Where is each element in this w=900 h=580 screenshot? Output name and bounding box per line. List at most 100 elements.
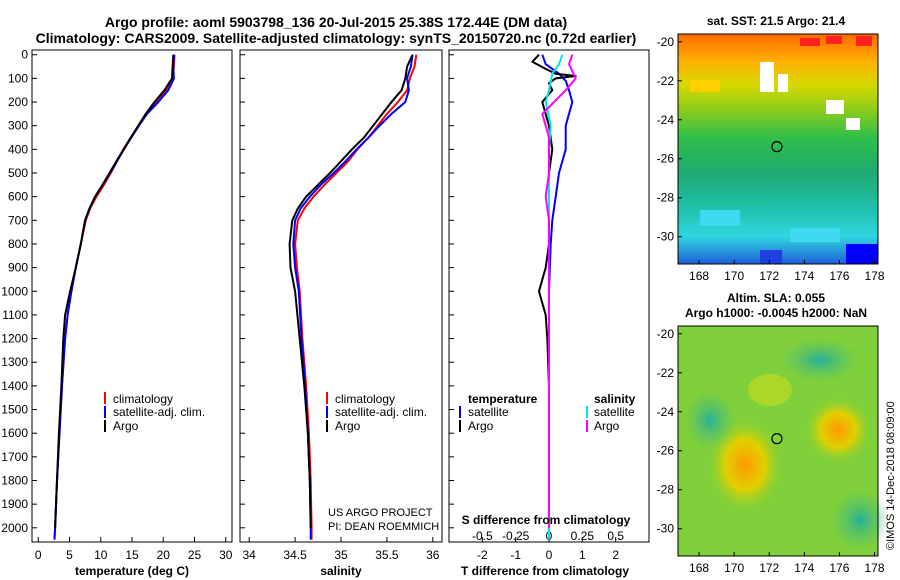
legend-label-climatology: climatology — [335, 392, 395, 406]
depth-tick-label: 1900 — [1, 497, 28, 511]
x-tick-label: 20 — [157, 548, 171, 562]
series-line-argo — [54, 54, 175, 528]
map-y-tick-label: -20 — [657, 327, 675, 341]
sla-map-panel: Altim. SLA: 0.055 Argo h1000: -0.0045 h2… — [657, 291, 890, 575]
difference-series — [531, 54, 577, 540]
legend-label-t-argo: Argo — [468, 419, 494, 433]
depth-tick-label: 1500 — [1, 403, 28, 417]
pi-credit: PI: DEAN ROEMMICH — [328, 521, 439, 533]
salinity-panel: 34 34.5 35 35.5 36 salinity climatology sate… — [239, 49, 443, 578]
sst-warm-patch — [856, 36, 872, 46]
sst-cloud-gap — [760, 62, 774, 92]
map-x-tick-label: 170 — [724, 269, 744, 283]
sst-cold-patch — [846, 244, 878, 264]
legend-label-argo: Argo — [113, 419, 139, 433]
depth-tick-label: 700 — [8, 213, 28, 227]
series-line-s-argo — [541, 54, 577, 528]
depth-tick-label: 1400 — [1, 379, 28, 393]
legend-label-climatology: climatology — [113, 392, 173, 406]
legend-label-satellite: satellite-adj. clim. — [335, 405, 427, 419]
sst-heatmap — [678, 34, 878, 264]
legend-label-satellite: satellite-adj. clim. — [113, 405, 205, 419]
x-tick-label: 2 — [612, 548, 619, 562]
t-difference-x-label: T difference from climatology — [461, 564, 629, 578]
depth-tick-label: 2000 — [1, 521, 28, 535]
x-tick-label: 34 — [243, 548, 257, 562]
map-x-tick-label: 176 — [829, 561, 849, 575]
sla-texture — [685, 338, 890, 550]
sla-map-title-2: Argo h1000: -0.0045 h2000: NaN — [685, 306, 867, 320]
x-tick-label: 35.5 — [375, 548, 399, 562]
map-y-tick-label: -24 — [657, 113, 675, 127]
sst-cloud-gap — [826, 100, 844, 114]
imos-credit: ©IMOS 14-Dec-2018 08:09:00 — [885, 401, 897, 550]
map-y-tick-label: -28 — [657, 191, 675, 205]
map-y-tick-label: -20 — [657, 35, 675, 49]
series-line-argo — [288, 54, 414, 528]
sst-texture — [690, 36, 878, 264]
map-y-tick-label: -30 — [657, 522, 675, 536]
legend-label-s-satellite: satellite — [594, 405, 635, 419]
map-y-tick-label: -22 — [657, 74, 675, 88]
sst-cool-patch — [790, 228, 840, 242]
map-x-tick-label: 174 — [794, 561, 814, 575]
depth-tick-label: 900 — [8, 261, 28, 275]
depth-tick-label: 800 — [8, 237, 28, 251]
sst-cool-patch — [700, 210, 740, 226]
depth-tick-label: 1200 — [1, 332, 28, 346]
map-x-tick-label: 178 — [864, 269, 884, 283]
depth-tick-label: 600 — [8, 190, 28, 204]
sla-map-title-1: Altim. SLA: 0.055 — [727, 291, 825, 305]
sla-high-anomaly — [803, 395, 873, 465]
salinity-plot-frame — [239, 49, 443, 543]
sst-map-axes: 168 170 172 174 176 178 -20 -22 -24 -26 -28 -30 — [657, 35, 885, 283]
difference-legend: temperature satellite Argo salinity sate… — [459, 392, 636, 433]
project-credit: US ARGO PROJECT — [328, 507, 433, 519]
sst-cloud-gap — [778, 74, 788, 92]
map-y-tick-label: -26 — [657, 152, 675, 166]
depth-tick-label: 1800 — [1, 474, 28, 488]
map-y-tick-label: -22 — [657, 366, 675, 380]
title-line-2: Climatology: CARS2009. Satellite-adjuste… — [36, 30, 637, 46]
depth-tick-label: 300 — [8, 119, 28, 133]
temperature-panel: 0100200300400500600700800900100011001200… — [1, 48, 232, 578]
sst-cold-patch — [760, 250, 782, 264]
depth-tick-label: 0 — [21, 48, 28, 62]
sla-low-anomaly — [830, 490, 890, 550]
temperature-plot-frame — [31, 49, 233, 543]
salinity-x-label: salinity — [320, 564, 362, 578]
sst-cloud-gap — [846, 118, 860, 130]
map-y-tick-label: -28 — [657, 483, 675, 497]
x-tick-label: 35 — [334, 548, 348, 562]
map-x-tick-label: 170 — [724, 561, 744, 575]
map-x-tick-label: 172 — [759, 269, 779, 283]
s-diff-tick-label: -0.25 — [502, 529, 530, 543]
s-difference-label: S difference from climatology — [462, 513, 631, 527]
x-tick-label: 25 — [188, 548, 202, 562]
sla-argo-position-marker — [771, 433, 783, 445]
x-tick-label: 0 — [35, 548, 42, 562]
title-line-1: Argo profile: aoml 5903798_136 20-Jul-20… — [105, 14, 567, 30]
depth-tick-label: 1100 — [2, 308, 28, 322]
x-tick-label: 15 — [125, 548, 139, 562]
map-x-tick-label: 176 — [829, 269, 849, 283]
depth-tick-label: 500 — [8, 166, 28, 180]
map-y-tick-label: -24 — [657, 405, 675, 419]
depth-tick-label: 1600 — [1, 426, 28, 440]
map-x-tick-label: 178 — [864, 561, 884, 575]
depth-tick-label: 200 — [8, 95, 28, 109]
salinity-series — [288, 54, 418, 540]
depth-tick-label: 400 — [8, 142, 28, 156]
sst-patch — [690, 80, 720, 92]
map-x-tick-label: 174 — [794, 269, 814, 283]
sla-low-anomaly — [685, 390, 735, 450]
x-tick-label: 5 — [66, 548, 73, 562]
sla-low-anomaly — [780, 338, 860, 382]
x-tick-label: 10 — [94, 548, 108, 562]
x-tick-label: -2 — [477, 548, 488, 562]
x-tick-label: -1 — [510, 548, 521, 562]
map-y-tick-label: -26 — [657, 444, 675, 458]
temperature-legend: climatology satellite-adj. clim. Argo — [104, 392, 205, 433]
temperature-x-label: temperature (deg C) — [75, 564, 189, 578]
